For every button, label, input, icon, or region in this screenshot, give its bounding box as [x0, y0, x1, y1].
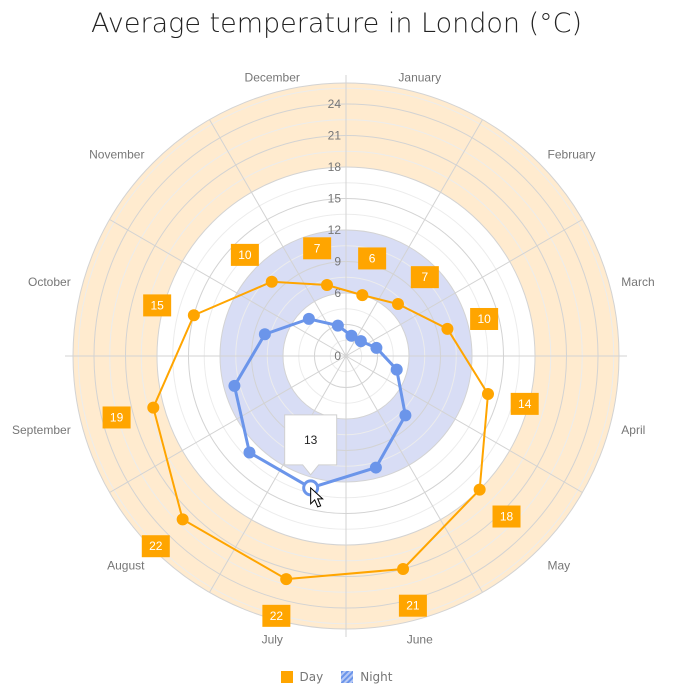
grid-spoke [109, 219, 347, 357]
legend: Day Night [0, 670, 673, 684]
value-tick-label: 12 [328, 223, 342, 237]
tooltip-box [284, 414, 338, 476]
data-label-box [262, 604, 291, 627]
data-point [391, 298, 404, 311]
category-label: April [621, 423, 645, 437]
value-tick-label: 15 [328, 192, 342, 206]
data-label: 10 [477, 312, 491, 326]
data-point [280, 573, 293, 586]
data-point [397, 562, 410, 575]
value-tick-label: 0 [334, 349, 341, 363]
data-point [147, 401, 160, 414]
value-tick-label: 21 [328, 129, 342, 143]
data-label-box [410, 266, 439, 289]
grid-spoke [209, 355, 347, 593]
data-label-box [492, 505, 521, 528]
legend-item-night[interactable]: Night [341, 670, 392, 684]
legend-item-day[interactable]: Day [280, 670, 324, 684]
legend-marker-day [280, 671, 293, 683]
data-point [331, 319, 344, 332]
chart-title: Average temperature in London (°C) [91, 8, 582, 39]
data-label-box [510, 392, 539, 415]
grid-spoke [345, 119, 483, 357]
category-label: September [12, 423, 71, 437]
grid-spoke [209, 119, 347, 357]
data-point [228, 379, 241, 392]
data-label: 7 [314, 241, 321, 255]
data-label: 19 [110, 410, 124, 424]
data-point [356, 289, 369, 302]
category-label: February [548, 147, 596, 161]
data-point [345, 329, 358, 342]
data-label: 6 [369, 251, 376, 265]
data-label-box [102, 406, 131, 429]
data-label: 15 [150, 298, 164, 312]
data-label-box [230, 243, 259, 266]
data-label-box [303, 237, 332, 260]
legend-label: Day [299, 670, 324, 684]
data-point [369, 461, 382, 474]
data-label: 10 [238, 248, 252, 262]
legend-marker-night [341, 671, 354, 683]
data-point [187, 309, 200, 322]
data-point [265, 275, 278, 288]
category-label: May [548, 559, 571, 573]
data-label: 7 [421, 270, 428, 284]
data-label: 22 [149, 539, 163, 553]
category-label: March [621, 275, 654, 289]
data-label-box [141, 535, 170, 558]
data-label-box [143, 294, 172, 317]
value-tick-label: 6 [334, 286, 341, 300]
data-point [481, 388, 494, 401]
data-point [370, 341, 383, 354]
category-label: June [407, 632, 433, 646]
data-point [176, 513, 189, 526]
cursor-icon [310, 486, 324, 508]
category-label: August [107, 559, 145, 573]
category-label: July [262, 632, 283, 646]
data-point [473, 483, 486, 496]
grid-spoke [345, 355, 583, 493]
data-point [354, 335, 367, 348]
category-label: October [28, 275, 71, 289]
data-label: 14 [518, 397, 532, 411]
category-label: November [89, 147, 144, 161]
data-point [243, 446, 256, 459]
legend-label: Night [360, 670, 393, 684]
data-label: 21 [406, 599, 420, 613]
grid-spoke [345, 355, 483, 593]
value-tick-label: 18 [328, 160, 342, 174]
data-point [302, 312, 315, 325]
data-point [320, 279, 333, 292]
data-label: 18 [500, 510, 514, 524]
data-point [441, 322, 454, 335]
value-tick-label: 24 [328, 97, 342, 111]
data-point [390, 363, 403, 376]
data-point [258, 328, 271, 341]
grid-spoke [109, 355, 347, 493]
data-label-box [398, 594, 427, 617]
grid-spoke [345, 219, 583, 357]
data-point [399, 409, 412, 422]
value-tick-label: 9 [334, 255, 341, 269]
data-label-box [358, 247, 387, 270]
tooltip-text: 13 [304, 433, 318, 447]
category-label: January [398, 71, 441, 85]
category-label: December [245, 71, 300, 85]
data-label: 22 [270, 609, 284, 623]
data-label-box [470, 307, 499, 330]
